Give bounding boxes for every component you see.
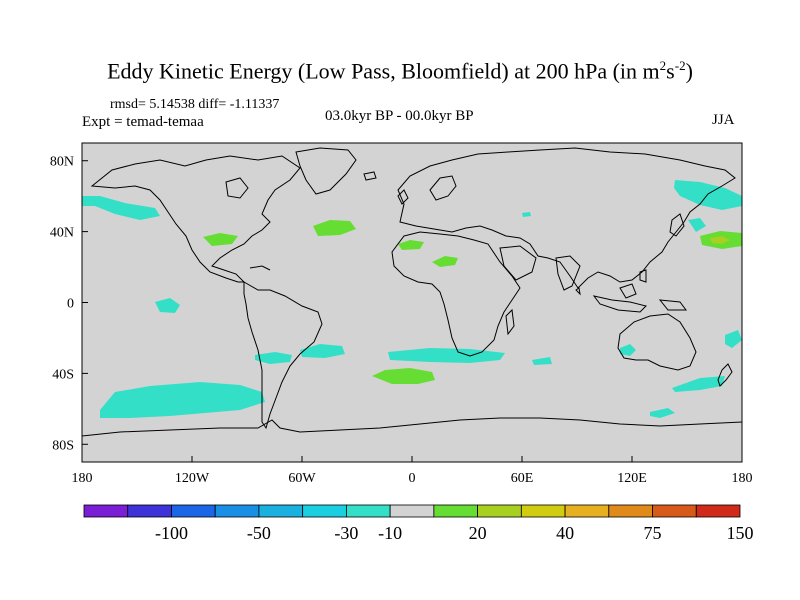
y-tick-label: 80N — [50, 155, 74, 170]
coast-japan — [669, 213, 685, 237]
coast-sri-lanka — [575, 287, 581, 296]
region-north-pacific-east-negative — [674, 180, 742, 210]
colorbar-label: -10 — [378, 523, 402, 543]
colorbar-label: 75 — [644, 523, 662, 543]
colorbar-label: -50 — [247, 523, 271, 543]
x-tick-label: 0 — [409, 471, 416, 486]
coast-new-guinea — [658, 299, 687, 311]
coast-scandinavia — [429, 175, 457, 201]
colorbar-labels: -100 -50 -30 -10 20 40 75 150 — [155, 523, 754, 543]
colorbar-label: 150 — [727, 523, 754, 543]
region-sahara-positive — [432, 256, 458, 267]
coast-philippines — [639, 269, 647, 283]
region-south-atlantic-positive — [372, 368, 435, 384]
colorbar-label: 20 — [469, 523, 487, 543]
coast-new-zealand — [717, 363, 733, 387]
coast-africa — [391, 231, 521, 357]
coastlines — [81, 147, 743, 437]
colorbar-swatch — [652, 504, 697, 518]
colorbar — [83, 504, 741, 518]
region-north-atlantic-positive — [313, 220, 356, 236]
region-tasman-negative — [672, 376, 725, 392]
y-tick-label: 40S — [52, 367, 74, 382]
colorbar-label: -100 — [155, 523, 188, 543]
region-south-pacific-mid-negative — [255, 352, 292, 364]
x-tick-label: 180 — [72, 471, 93, 486]
region-west-pacific-north-negative — [82, 196, 160, 220]
region-north-africa-positive — [398, 240, 424, 250]
region-north-america-positive — [203, 233, 238, 246]
tick-labels: 180 120W 60W 0 60E 120E 180 80N 40N 0 40S 80S — [50, 155, 753, 486]
colorbar-swatch — [171, 504, 216, 518]
colorbar-swatch — [258, 504, 304, 518]
x-tick-label: 120W — [175, 471, 210, 486]
coast-borneo — [619, 283, 637, 299]
region-indian-ocean-negative — [532, 357, 552, 365]
map-title: Eddy Kinetic Energy (Low Pass, Bloomfiel… — [107, 58, 693, 84]
x-tick-label: 180 — [732, 471, 753, 486]
region-south-pacific-east-negative — [155, 298, 180, 313]
colorbar-swatch — [214, 504, 260, 518]
region-antarctic-indian-negative — [650, 408, 675, 418]
coast-india — [555, 255, 581, 291]
stats-label: rmsd= 5.14538 diff= -1.11337 — [110, 97, 280, 112]
experiment-label: Expt = temad-temaa — [82, 114, 204, 130]
region-australia-west-negative — [620, 344, 636, 356]
region-north-pacific-strong-positive — [710, 236, 730, 244]
colorbar-swatch — [83, 504, 129, 518]
coast-greenland — [295, 147, 357, 195]
coast-eurasia — [397, 147, 736, 289]
region-mediterranean-negative — [522, 212, 531, 217]
colorbar-swatch — [127, 504, 172, 518]
x-tick-label: 60W — [288, 471, 316, 486]
coast-hudson-bay — [225, 177, 249, 199]
coast-arabia — [499, 245, 537, 281]
period-label: 03.0kyr BP - 00.0kyr BP — [325, 108, 474, 124]
coast-antarctica — [81, 417, 743, 437]
colorbar-swatch — [608, 504, 653, 518]
region-south-atlantic-negative — [388, 348, 505, 363]
colorbar-swatch — [564, 504, 610, 518]
y-tick-label: 40N — [50, 226, 74, 241]
colorbar-swatch — [695, 504, 741, 518]
coast-british-isles — [397, 189, 409, 205]
colorbar-swatch — [389, 504, 435, 518]
colorbar-swatch — [433, 504, 479, 518]
region-east-pacific-negative — [725, 330, 742, 348]
tick-marks — [81, 160, 743, 462]
coast-indonesia — [592, 295, 647, 313]
x-tick-label: 120E — [617, 471, 647, 486]
x-tick-label: 60E — [511, 471, 534, 486]
coast-north-america — [90, 155, 301, 283]
y-tick-label: 80S — [52, 438, 74, 453]
colorbar-swatch — [345, 504, 391, 518]
region-kamchatka-negative — [688, 218, 706, 232]
coast-australia — [617, 313, 697, 371]
anomaly-regions — [82, 180, 742, 418]
colorbar-label: 40 — [556, 523, 574, 543]
region-southern-pacific-negative — [100, 382, 265, 418]
colorbar-swatch — [520, 504, 566, 518]
coast-iceland — [363, 171, 377, 181]
y-tick-label: 0 — [67, 297, 74, 312]
season-label: JJA — [712, 112, 735, 128]
colorbar-swatch — [302, 504, 347, 518]
coast-caribbean — [249, 265, 271, 271]
region-south-america-east-negative — [300, 344, 345, 358]
coast-madagascar — [505, 308, 515, 336]
coast-south-america — [243, 281, 323, 430]
colorbar-label: -30 — [334, 523, 358, 543]
colorbar-swatch — [477, 504, 522, 518]
